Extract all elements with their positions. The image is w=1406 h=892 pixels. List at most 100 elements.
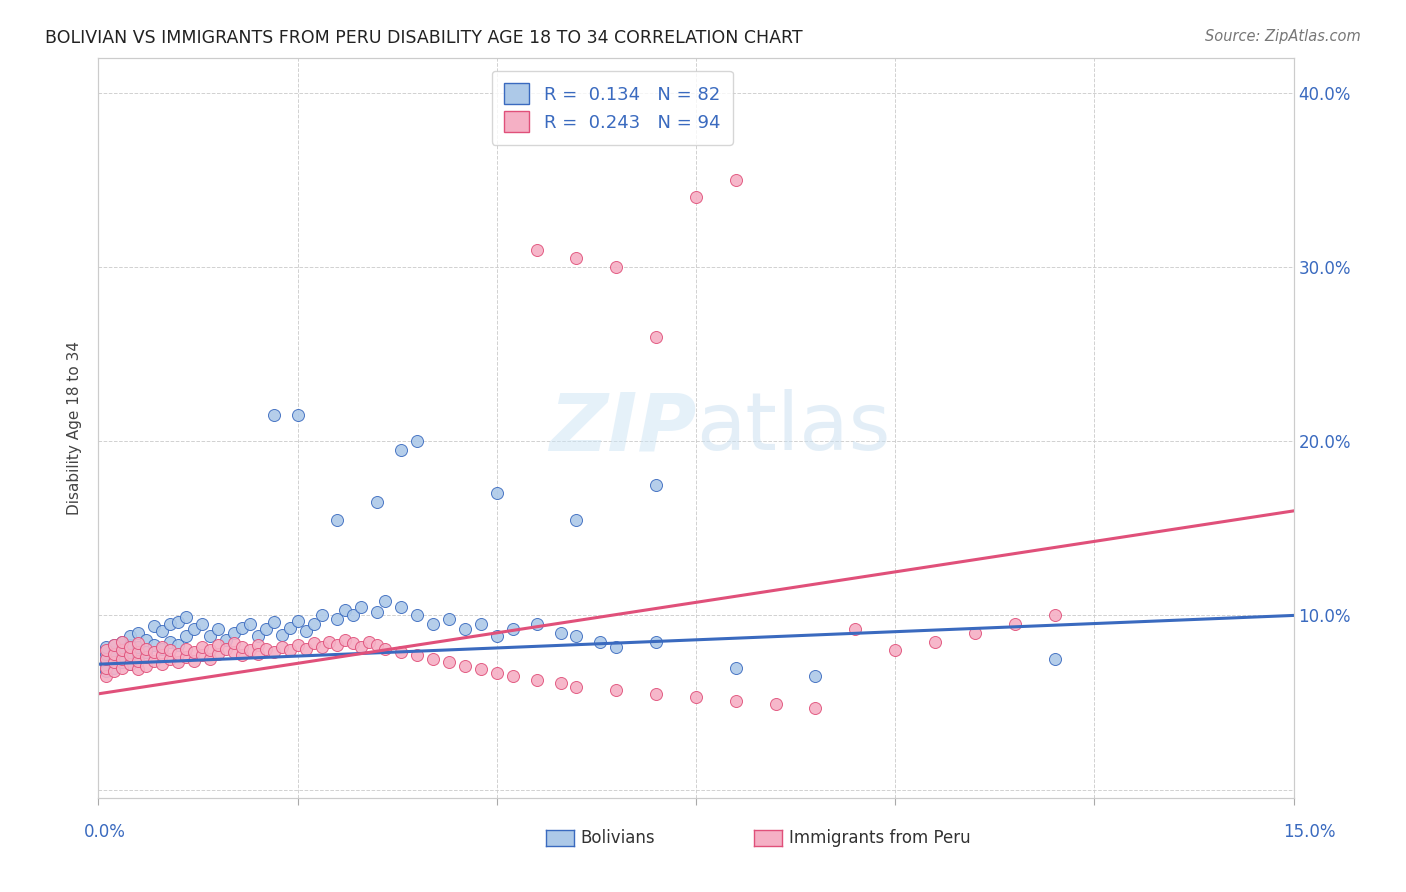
Point bbox=[526, 617, 548, 632]
Point bbox=[287, 638, 309, 652]
Point bbox=[389, 645, 412, 659]
Point bbox=[231, 621, 253, 635]
Point bbox=[143, 654, 166, 668]
Point bbox=[311, 608, 333, 623]
Text: Immigrants from Peru: Immigrants from Peru bbox=[789, 830, 970, 847]
Point bbox=[111, 641, 134, 656]
Point bbox=[127, 645, 149, 659]
Point bbox=[485, 629, 508, 643]
Point bbox=[215, 641, 238, 656]
Point bbox=[366, 495, 388, 509]
Point bbox=[1043, 652, 1066, 666]
Point bbox=[127, 650, 149, 665]
Point bbox=[231, 648, 253, 663]
Point bbox=[215, 632, 238, 647]
Point bbox=[159, 652, 181, 666]
Point bbox=[174, 629, 197, 643]
Point bbox=[127, 654, 149, 668]
Point bbox=[198, 643, 221, 657]
Point bbox=[804, 700, 827, 714]
Point bbox=[183, 645, 205, 659]
Point bbox=[96, 643, 118, 657]
Point bbox=[246, 629, 269, 643]
Point bbox=[174, 610, 197, 624]
Point bbox=[198, 629, 221, 643]
Point bbox=[183, 623, 205, 637]
Point bbox=[111, 650, 134, 665]
Legend: R =  0.134   N = 82, R =  0.243   N = 94: R = 0.134 N = 82, R = 0.243 N = 94 bbox=[492, 70, 733, 145]
Point bbox=[335, 632, 357, 647]
Point bbox=[174, 650, 197, 665]
Point bbox=[884, 643, 907, 657]
Point bbox=[366, 638, 388, 652]
Point bbox=[1043, 608, 1066, 623]
Point bbox=[406, 434, 429, 449]
Point bbox=[174, 641, 197, 656]
Point bbox=[120, 657, 142, 672]
Point bbox=[302, 617, 325, 632]
Point bbox=[103, 664, 125, 678]
Point bbox=[135, 650, 157, 665]
Point bbox=[103, 656, 125, 670]
Point bbox=[239, 617, 262, 632]
Text: atlas: atlas bbox=[696, 389, 890, 467]
Point bbox=[159, 617, 181, 632]
Point bbox=[685, 690, 707, 705]
Point bbox=[389, 599, 412, 614]
Point bbox=[287, 614, 309, 628]
Point bbox=[470, 617, 492, 632]
Point bbox=[150, 648, 173, 663]
Point bbox=[127, 662, 149, 676]
Point bbox=[294, 641, 316, 656]
Point bbox=[167, 615, 190, 630]
Point bbox=[207, 623, 229, 637]
Point bbox=[645, 477, 668, 491]
Point bbox=[550, 676, 572, 690]
Point bbox=[135, 641, 157, 656]
Point bbox=[502, 623, 524, 637]
Point bbox=[1004, 617, 1026, 632]
Point bbox=[222, 636, 245, 650]
Point bbox=[605, 260, 627, 274]
Point bbox=[120, 647, 142, 661]
Point bbox=[159, 643, 181, 657]
Point bbox=[191, 640, 214, 654]
Point bbox=[765, 698, 787, 712]
Text: ZIP: ZIP bbox=[548, 389, 696, 467]
Point bbox=[485, 486, 508, 500]
Point bbox=[96, 661, 118, 675]
Point bbox=[263, 408, 285, 422]
Point bbox=[485, 665, 508, 680]
Point bbox=[207, 638, 229, 652]
Point bbox=[294, 624, 316, 639]
Point bbox=[222, 645, 245, 659]
Point bbox=[645, 634, 668, 648]
Point bbox=[167, 656, 190, 670]
Point bbox=[263, 645, 285, 659]
Point bbox=[366, 605, 388, 619]
Text: Bolivians: Bolivians bbox=[581, 830, 655, 847]
Point bbox=[111, 656, 134, 670]
Point bbox=[103, 647, 125, 661]
Point bbox=[191, 648, 214, 663]
Point bbox=[111, 634, 134, 648]
Text: BOLIVIAN VS IMMIGRANTS FROM PERU DISABILITY AGE 18 TO 34 CORRELATION CHART: BOLIVIAN VS IMMIGRANTS FROM PERU DISABIL… bbox=[45, 29, 803, 46]
Point bbox=[103, 645, 125, 659]
Point bbox=[159, 634, 181, 648]
Point bbox=[167, 638, 190, 652]
Point bbox=[111, 652, 134, 666]
Point bbox=[150, 624, 173, 639]
Point bbox=[278, 621, 301, 635]
Point bbox=[246, 638, 269, 652]
Point bbox=[502, 669, 524, 683]
Point bbox=[437, 612, 460, 626]
Point bbox=[111, 643, 134, 657]
Point bbox=[207, 647, 229, 661]
Point bbox=[406, 608, 429, 623]
Point bbox=[111, 661, 134, 675]
Point bbox=[326, 513, 349, 527]
Point bbox=[96, 640, 118, 654]
Point bbox=[359, 634, 381, 648]
Point bbox=[589, 634, 612, 648]
Point bbox=[605, 640, 627, 654]
